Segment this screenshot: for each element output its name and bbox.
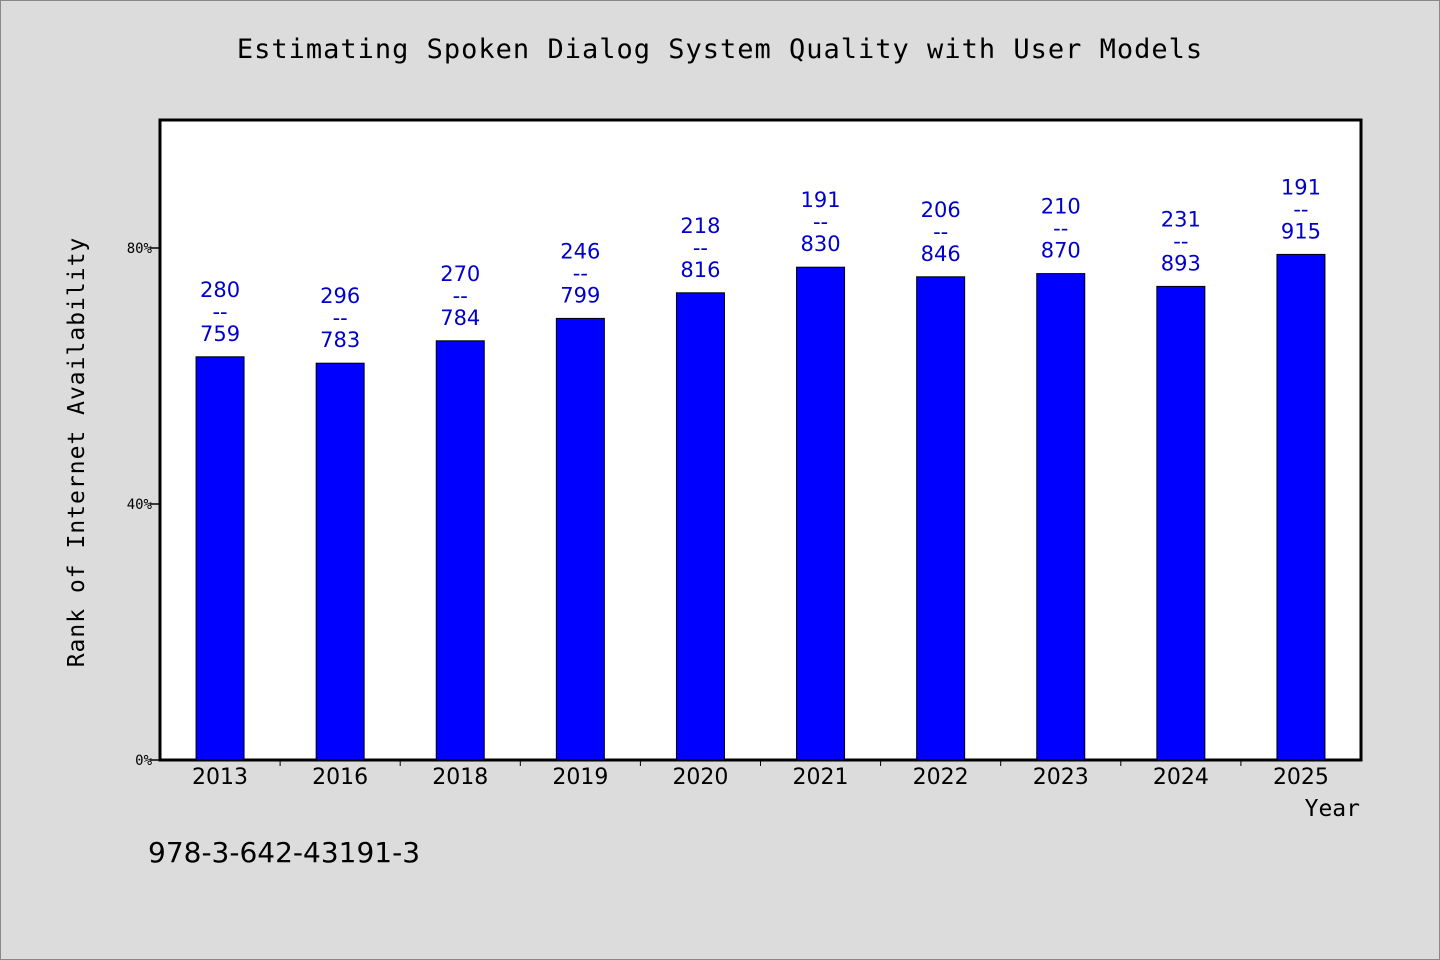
bar-data-label: 191 [801,188,841,212]
bar-data-label: 870 [1041,239,1081,263]
bar-data-label: -- [333,306,348,330]
isbn-footnote: 978-3-642-43191-3 [148,836,421,869]
x-tick-label: 2013 [192,765,248,790]
x-tick-label: 2019 [552,765,608,790]
bar-data-label: 191 [1281,175,1321,199]
bar-data-label: -- [933,220,948,244]
bar-data-label: 280 [200,278,240,302]
x-tick-label: 2023 [1033,765,1089,790]
bar-data-label: -- [1053,217,1068,241]
y-tick-label: 80% [127,241,153,257]
y-tick-label: 0% [135,753,152,769]
bar-data-label: 799 [560,283,600,307]
bar-data-label: 846 [921,242,961,266]
x-tick-label: 2018 [432,765,488,790]
bar-data-label: 893 [1161,251,1201,275]
bar-data-label: 218 [680,214,720,238]
bar-data-label: -- [1173,229,1188,253]
bar-data-label: -- [453,284,468,308]
x-tick-label: 2021 [793,765,849,790]
bar-data-label: 759 [200,322,240,346]
chart-title: Estimating Spoken Dialog System Quality … [236,34,1204,65]
bar [916,276,966,761]
bar [435,340,485,761]
x-tick-label: 2025 [1273,765,1329,790]
bar-data-label: -- [212,300,227,324]
x-tick-label: 2016 [312,765,368,790]
bar-data-label: 270 [440,262,480,286]
x-tick-label: 2020 [672,765,728,790]
bar [1276,253,1326,761]
bar [555,317,605,761]
bar [1036,273,1086,761]
bar-data-label: 783 [320,328,360,352]
y-tick-label: 40% [127,497,153,513]
bar-data-label: 210 [1041,195,1081,219]
bar [675,292,725,761]
bar-data-label: -- [693,236,708,260]
bar [796,266,846,761]
bar-data-label: 830 [801,232,841,256]
bar [315,362,365,761]
y-axis-title: Rank of Internet Availability [64,236,90,668]
bar-data-label: 784 [440,306,480,330]
bar-data-label: -- [573,261,588,285]
x-tick-label: 2022 [913,765,969,790]
bar-data-label: -- [1293,197,1308,221]
bar-data-label: 246 [560,239,600,263]
bar-data-label: -- [813,210,828,234]
bar-data-label: 915 [1281,219,1321,243]
x-axis-title: Year [1304,796,1360,822]
x-tick-label: 2024 [1153,765,1209,790]
bar [1156,285,1206,761]
bar-data-label: 231 [1161,207,1201,231]
bar [195,356,245,761]
bar-data-label: 816 [680,258,720,282]
bar-data-label: 206 [921,198,961,222]
bar-data-label: 296 [320,284,360,308]
